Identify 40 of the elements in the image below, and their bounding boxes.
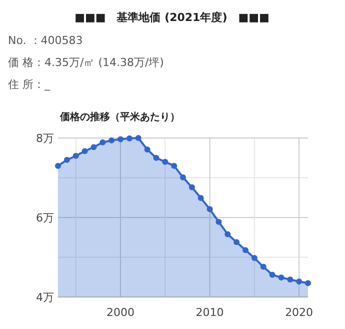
point bbox=[206, 206, 213, 212]
y-tick-label: 8万 bbox=[36, 132, 54, 145]
x-tick-label: 2000 bbox=[106, 306, 134, 319]
point bbox=[234, 239, 240, 246]
point bbox=[82, 148, 88, 154]
point bbox=[171, 162, 178, 169]
point bbox=[90, 144, 97, 150]
text: 住 所：_ bbox=[8, 78, 50, 91]
point bbox=[153, 154, 160, 161]
point bbox=[162, 158, 168, 165]
point bbox=[144, 146, 150, 153]
point bbox=[118, 136, 124, 142]
point bbox=[126, 135, 132, 142]
point bbox=[251, 255, 258, 262]
text: No. ：400583 bbox=[8, 34, 83, 47]
point bbox=[72, 152, 79, 159]
chart-title: ■■■ 基準地価 (2021年度) ■■■ bbox=[74, 11, 270, 24]
point bbox=[287, 276, 294, 283]
point bbox=[100, 139, 106, 146]
point bbox=[188, 184, 195, 190]
point bbox=[269, 272, 276, 278]
point bbox=[296, 278, 302, 284]
x-tick-label: 2010 bbox=[196, 306, 224, 319]
chart-subtitle: 価格の推移（平米あたり） bbox=[59, 111, 180, 123]
y-tick-label: 4万 bbox=[36, 291, 54, 304]
point bbox=[108, 137, 115, 144]
point bbox=[216, 218, 222, 225]
y-tick-label: 6万 bbox=[36, 212, 54, 224]
point bbox=[64, 156, 70, 163]
text: 価 格：4.35万/㎡ (14.38万/坪) bbox=[8, 56, 164, 69]
point bbox=[55, 162, 61, 169]
point bbox=[242, 247, 248, 254]
point bbox=[180, 174, 186, 180]
point bbox=[260, 264, 266, 270]
point bbox=[278, 274, 284, 281]
x-tick-label: 2020 bbox=[285, 306, 314, 319]
point bbox=[224, 231, 231, 238]
point bbox=[198, 195, 204, 202]
point bbox=[305, 280, 311, 286]
point bbox=[135, 135, 142, 141]
